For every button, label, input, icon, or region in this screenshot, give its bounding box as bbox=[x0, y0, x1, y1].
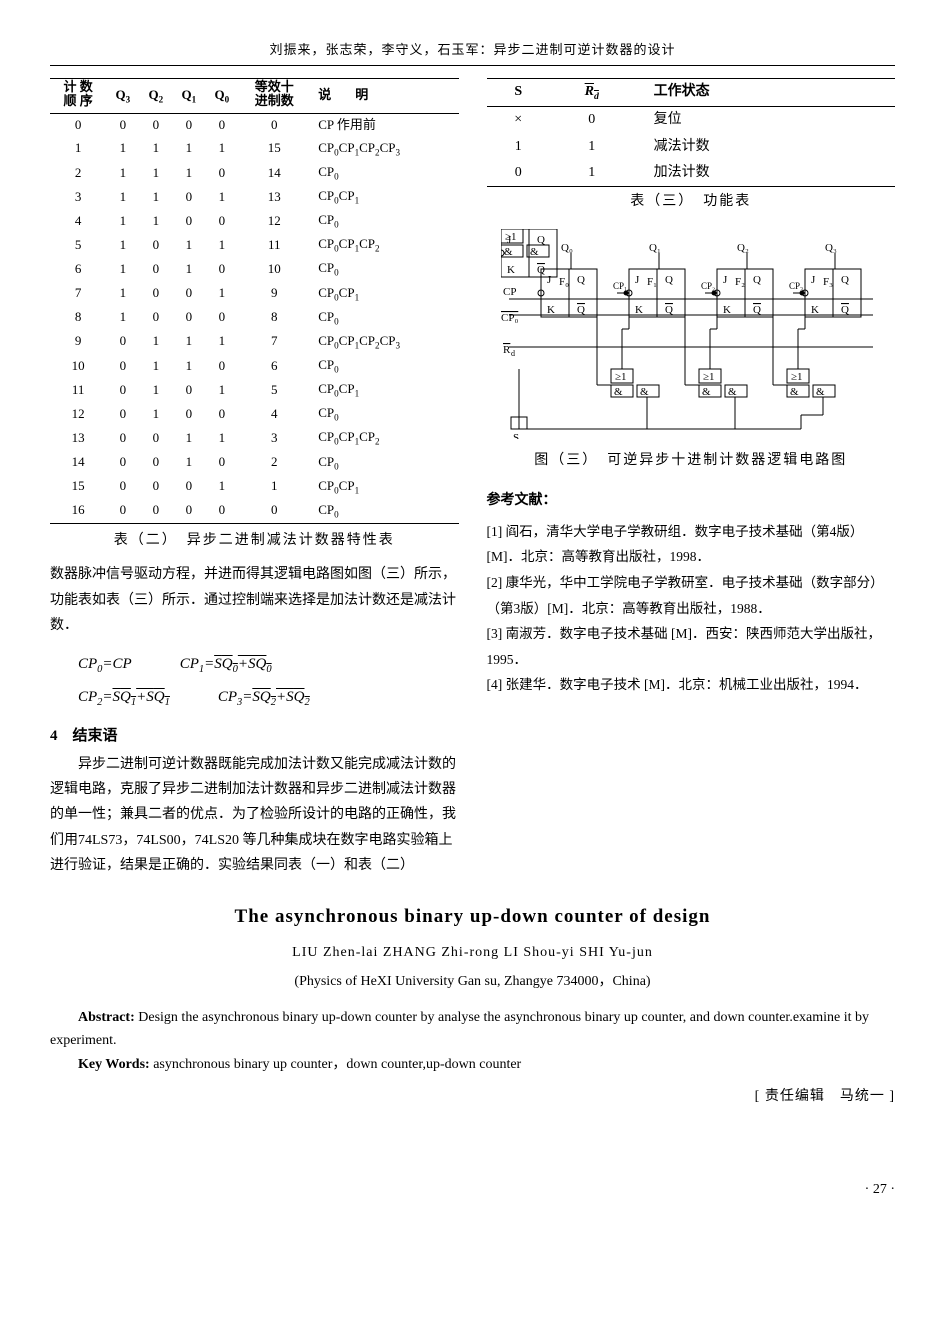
svg-text:CP₀: CP₀ bbox=[501, 312, 518, 324]
svg-text:Q: Q bbox=[537, 234, 545, 246]
table-row: 1300113CP0CP1CP2 bbox=[50, 426, 459, 450]
table-2-caption: 表（二） 异步二进制减法计数器特性表 bbox=[50, 530, 459, 552]
table-row: 5101111CP0CP1CP2 bbox=[50, 233, 459, 257]
figure-3: CP CP₀ Rd S J Q K Q bbox=[487, 224, 896, 444]
cp-equations: CP0=CP CP1=SQ0+SQ0 CP2=SQ1+SQ1 CP3=SQ2+S… bbox=[78, 648, 459, 714]
responsible-editor: [ 责任编辑 马统一 ] bbox=[50, 1086, 895, 1108]
reference-item: [1] 阎石，清华大学电子学教研组．数字电子技术基础（第4版）[M]．北京：高等… bbox=[487, 519, 896, 570]
page-number: · 27 · bbox=[50, 1179, 895, 1201]
table-3-caption: 表（三） 功能表 bbox=[487, 191, 896, 213]
table-row: ×0复位 bbox=[487, 107, 896, 134]
english-title: The asynchronous binary up-down counter … bbox=[50, 902, 895, 932]
figure-3-caption: 图（三） 可逆异步十进制计数器逻辑电路图 bbox=[487, 450, 896, 472]
english-keywords: Key Words: asynchronous binary up counte… bbox=[50, 1054, 895, 1076]
reference-item: [3] 南淑芳．数字电子技术基础 [M]．西安：陕西师范大学出版社，1995． bbox=[487, 621, 896, 672]
english-affiliation: (Physics of HeXI University Gan su, Zhan… bbox=[50, 971, 895, 993]
t3-hdr-s: S bbox=[487, 78, 550, 106]
svg-text:CP₂: CP₂ bbox=[701, 281, 715, 291]
table-row: 2111014CP0 bbox=[50, 161, 459, 185]
table-row: 000000CP 作用前 bbox=[50, 113, 459, 136]
table-row: 1400102CP0 bbox=[50, 451, 459, 475]
table-row: 01加法计数 bbox=[487, 160, 896, 187]
svg-text:&: & bbox=[530, 246, 539, 258]
references-heading: 参考文献： bbox=[487, 490, 896, 512]
running-header: 刘振来，张志荣，李守义，石玉军：异步二进制可逆计数器的设计 bbox=[50, 40, 895, 66]
svg-text:Q₂: Q₂ bbox=[737, 242, 749, 254]
table-row: 1201004CP0 bbox=[50, 402, 459, 426]
section-4-body: 异步二进制可逆计数器既能完成加法计数又能完成减法计数的逻辑电路，克服了异步二进制… bbox=[50, 752, 459, 878]
table-row: 901117CP0CP1CP2CP3 bbox=[50, 330, 459, 354]
svg-text:Q₃: Q₃ bbox=[825, 242, 837, 254]
svg-text:S: S bbox=[513, 432, 519, 439]
table-2: 计 数顺 序 Q3 Q2 Q1 Q0 等效十进制数 说明 000000CP 作用… bbox=[50, 78, 459, 524]
t2-hdr-dec: 等效十进制数 bbox=[238, 78, 310, 113]
t2-hdr-q0: Q0 bbox=[205, 78, 238, 113]
table-row: 1500011CP0CP1 bbox=[50, 475, 459, 499]
circuit-diagram-icon: CP CP₀ Rd S J Q K Q bbox=[501, 229, 881, 439]
svg-text:Q₁: Q₁ bbox=[649, 242, 661, 254]
t2-hdr-q2: Q2 bbox=[139, 78, 172, 113]
svg-text:&: & bbox=[504, 246, 513, 258]
table-3: S Rd 工作状态 ×0复位11减法计数01加法计数 bbox=[487, 78, 896, 188]
svg-text:R: R bbox=[503, 344, 511, 356]
table-row: 710019CP0CP1 bbox=[50, 282, 459, 306]
svg-text:Q₀: Q₀ bbox=[561, 242, 573, 254]
table-row: 4110012CP0 bbox=[50, 209, 459, 233]
reference-item: [2] 康华光，华中工学院电子学教研室．电子技术基础（数字部分）（第3版）[M]… bbox=[487, 570, 896, 621]
t2-hdr-order: 计 数顺 序 bbox=[50, 78, 106, 113]
svg-text:CP: CP bbox=[503, 286, 516, 298]
table-row: 1600000CP0 bbox=[50, 499, 459, 524]
table-row: 3110113CP0CP1 bbox=[50, 185, 459, 209]
english-authors: LIU Zhen-lai ZHANG Zhi-rong LI Shou-yi S… bbox=[50, 942, 895, 964]
table-row: 1111115CP0CP1CP2CP3 bbox=[50, 137, 459, 161]
svg-text:CP₃: CP₃ bbox=[789, 281, 803, 291]
english-abstract: Abstract: Design the asynchronous binary… bbox=[50, 1007, 895, 1052]
table-row: 11减法计数 bbox=[487, 134, 896, 160]
svg-text:K: K bbox=[507, 264, 515, 276]
section-4-heading: 4 结束语 bbox=[50, 724, 459, 748]
svg-text:d: d bbox=[511, 349, 515, 358]
svg-text:≥1: ≥1 bbox=[505, 231, 517, 243]
reference-item: [4] 张建华．数字电子技术 [M]．北京：机械工业出版社，1994． bbox=[487, 672, 896, 698]
left-paragraph-1: 数器脉冲信号驱动方程，并进而得其逻辑电路图如图（三）所示，功能表如表（三）所示．… bbox=[50, 562, 459, 638]
table-row: 6101010CP0 bbox=[50, 257, 459, 281]
table-row: 1001106CP0 bbox=[50, 354, 459, 378]
table-row: 810008CP0 bbox=[50, 306, 459, 330]
svg-text:F₁: F₁ bbox=[647, 276, 657, 288]
svg-text:F₃: F₃ bbox=[823, 276, 833, 288]
t3-hdr-state: 工作状态 bbox=[634, 78, 895, 106]
t2-hdr-q1: Q1 bbox=[172, 78, 205, 113]
table-row: 1101015CP0CP1 bbox=[50, 378, 459, 402]
t3-hdr-rd: Rd bbox=[550, 78, 634, 106]
t2-hdr-expl: 说明 bbox=[310, 78, 458, 113]
t2-hdr-q3: Q3 bbox=[106, 78, 139, 113]
svg-text:F₀: F₀ bbox=[559, 276, 569, 288]
svg-text:CP₁: CP₁ bbox=[613, 281, 627, 291]
svg-text:F₂: F₂ bbox=[735, 276, 745, 288]
